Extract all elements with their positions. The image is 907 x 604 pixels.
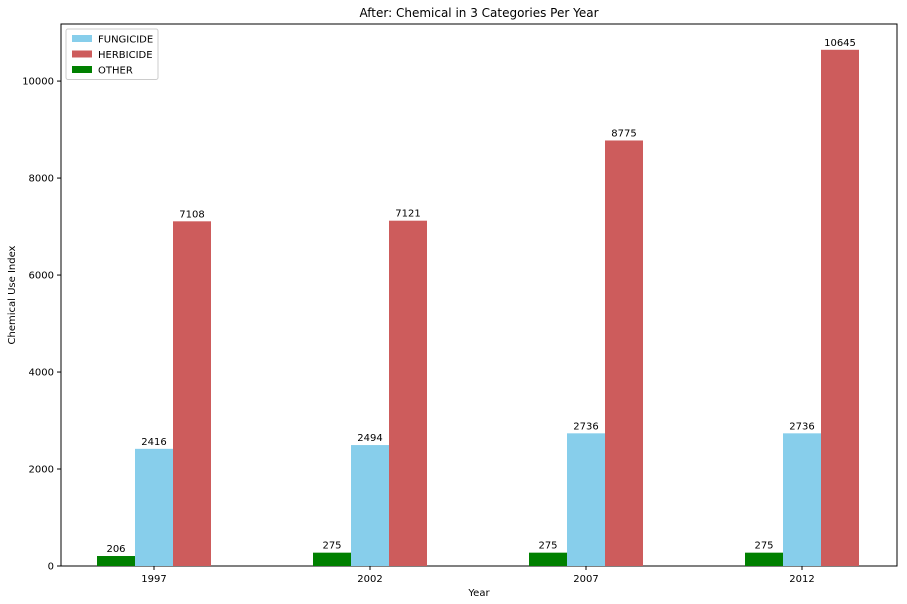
y-tick-label: 4000 <box>29 368 54 379</box>
y-tick-label: 2000 <box>29 465 54 476</box>
y-tick-label: 6000 <box>29 271 54 282</box>
bar-fungicide <box>783 433 821 566</box>
data-label: 7121 <box>395 209 420 220</box>
legend-swatch-other <box>72 66 92 73</box>
legend-label: FUNGICIDE <box>98 35 153 46</box>
x-axis-label: Year <box>467 588 490 599</box>
data-label: 10645 <box>824 38 856 49</box>
legend-swatch-fungicide <box>72 35 92 42</box>
bar-herbicide <box>389 220 427 566</box>
bar-herbicide <box>173 221 211 566</box>
y-tick-label: 8000 <box>29 174 54 185</box>
plot-area: 0 2000 4000 6000 8000 10000 1997 206 2416 7108 200… <box>22 23 898 585</box>
bar-other <box>745 552 783 566</box>
data-label: 2494 <box>357 433 382 444</box>
data-label: 206 <box>106 544 125 555</box>
bar-other <box>529 552 567 566</box>
bar-fungicide <box>567 433 605 566</box>
y-tick-label: 0 <box>48 562 54 573</box>
y-axis-label: Chemical Use Index <box>7 245 18 344</box>
data-label: 275 <box>754 541 773 552</box>
plot-frame <box>60 23 898 567</box>
data-label: 7108 <box>179 209 204 220</box>
bar-fungicide <box>351 445 389 566</box>
legend: FUNGICIDE HERBICIDE OTHER <box>65 28 159 80</box>
data-label: 275 <box>322 541 341 552</box>
legend-label: HERBICIDE <box>98 50 153 61</box>
bar-fungicide <box>135 448 173 566</box>
x-tick-label: 2002 <box>357 574 382 585</box>
x-tick-label: 1997 <box>141 574 166 585</box>
bar-other <box>97 556 135 566</box>
chart-title: After: Chemical in 3 Categories Per Year <box>360 6 599 20</box>
bar-other <box>313 552 351 566</box>
data-label: 275 <box>538 541 557 552</box>
data-label: 2736 <box>789 421 814 432</box>
y-tick-label: 10000 <box>22 77 54 88</box>
legend-swatch-herbicide <box>72 50 92 58</box>
x-tick-label: 2012 <box>789 574 814 585</box>
legend-label: OTHER <box>98 66 133 77</box>
data-label: 8775 <box>611 128 636 139</box>
data-label: 2736 <box>573 421 598 432</box>
data-label: 2416 <box>141 437 166 448</box>
x-tick-label: 2007 <box>573 574 598 585</box>
bar-herbicide <box>821 49 859 567</box>
bar-herbicide <box>605 140 643 567</box>
